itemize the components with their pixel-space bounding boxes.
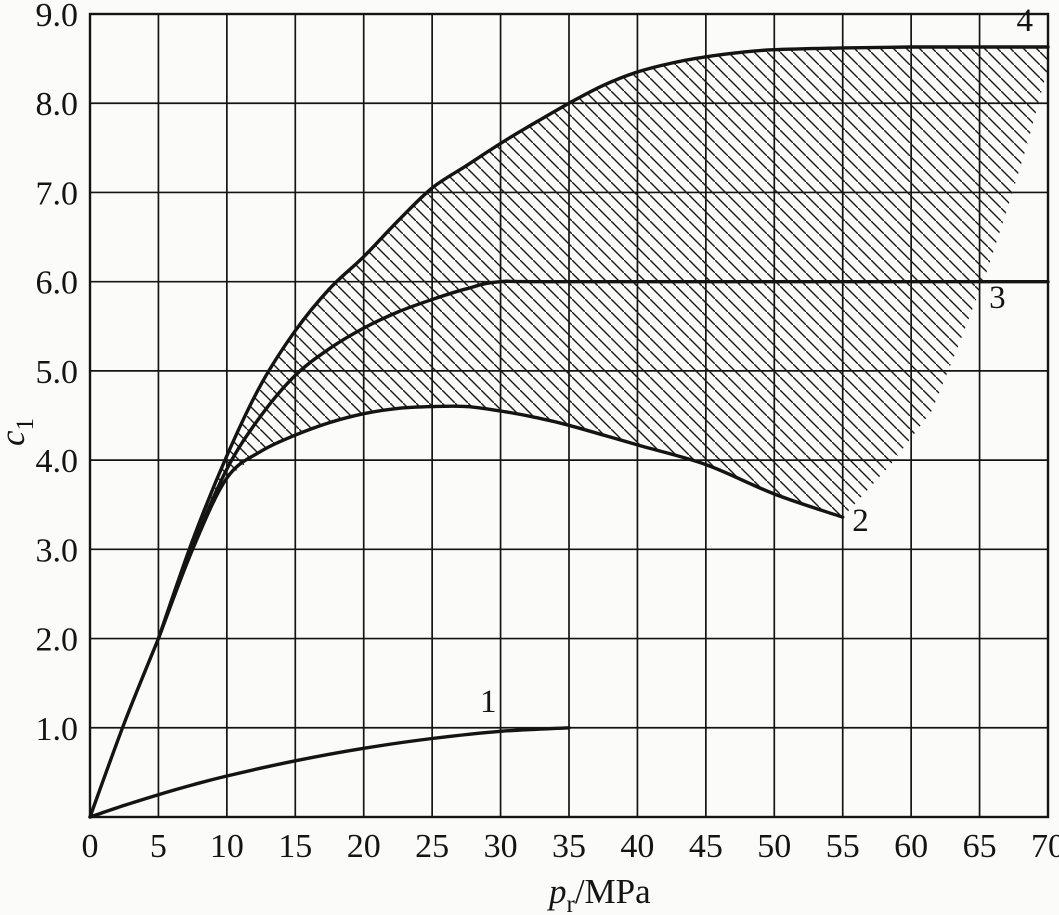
x-tick-label: 70 (1031, 828, 1059, 865)
y-tick-label: 2.0 (36, 622, 79, 659)
y-tick-label: 1.0 (36, 711, 79, 748)
curve-1-label: 1 (480, 684, 497, 720)
y-tick-label: 4.0 (36, 443, 79, 480)
y-tick-label: 6.0 (36, 265, 79, 302)
curve-4-label: 4 (1016, 3, 1033, 39)
curve-4-line (156, 45, 1050, 641)
x-tick-label: 45 (689, 828, 723, 865)
x-tick-label: 65 (963, 828, 997, 865)
y-axis-title: c1 (0, 418, 39, 446)
curve-1-line (88, 726, 571, 819)
x-tick-label: 50 (757, 828, 791, 865)
x-tick-label: 30 (484, 828, 518, 865)
x-tick-label: 0 (82, 828, 99, 865)
x-axis-title: pr/MPa (546, 872, 651, 915)
curve-layer (88, 45, 1050, 819)
tick-labels-layer: 0 5 10 15 20 25 30 35 40 45 50 55 60 65 70 1.0 2.0 3.0 4.0… (36, 0, 1059, 865)
plot-frame (88, 12, 1050, 819)
y-axis-symbol: c (0, 430, 32, 446)
y-tick-label: 8.0 (36, 86, 79, 123)
curve-2-line (156, 404, 845, 641)
x-tick-label: 35 (552, 828, 586, 865)
curve-labels-layer: 1 2 3 4 (480, 3, 1033, 720)
x-tick-label: 10 (210, 828, 244, 865)
frame-layer (88, 12, 1050, 819)
curve-2-label: 2 (852, 503, 869, 539)
x-axis-subscript: r (567, 891, 576, 915)
hatch-layer (158, 46, 1048, 639)
y-tick-label: 5.0 (36, 354, 79, 391)
hatch-band (158, 46, 1048, 639)
y-tick-label: 7.0 (36, 175, 79, 212)
curves-2-3-4-stem (88, 636, 161, 819)
curve-3-line (156, 279, 1050, 641)
curve-3-label: 3 (989, 280, 1006, 316)
x-tick-label: 5 (150, 828, 167, 865)
x-axis-unit: /MPa (575, 872, 651, 911)
x-tick-label: 15 (278, 828, 312, 865)
x-axis-symbol: p (546, 872, 567, 911)
x-tick-label: 40 (620, 828, 654, 865)
y-axis-subscript: 1 (12, 418, 39, 431)
x-tick-label: 60 (894, 828, 928, 865)
x-tick-label: 20 (347, 828, 381, 865)
x-tick-label: 25 (415, 828, 449, 865)
y-tick-label: 9.0 (36, 0, 79, 34)
x-tick-label: 55 (826, 828, 860, 865)
y-tick-label: 3.0 (36, 532, 79, 569)
